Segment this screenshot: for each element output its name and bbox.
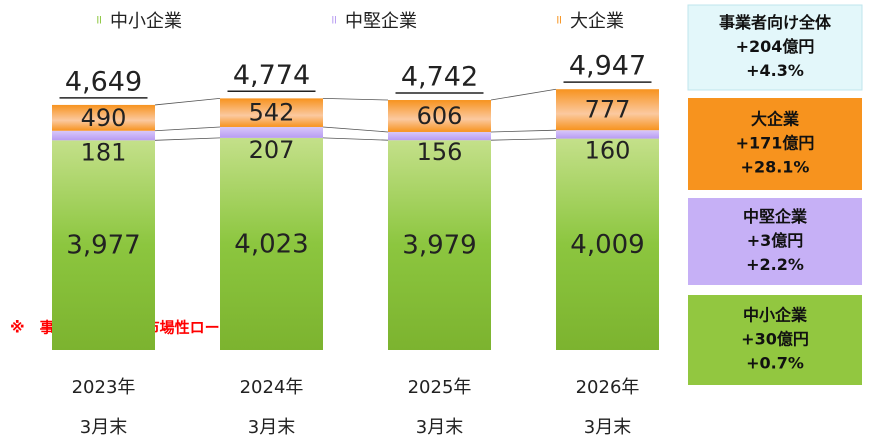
legend-marker: ॥ bbox=[95, 13, 102, 27]
bar-segment bbox=[52, 130, 155, 141]
value-label: 606 bbox=[417, 102, 463, 130]
summary-rate: +2.2% bbox=[746, 255, 804, 274]
summary-amount: +30億円 bbox=[741, 330, 809, 349]
bar-segment bbox=[388, 100, 491, 132]
value-label: 777 bbox=[585, 96, 631, 124]
connector bbox=[490, 88, 557, 101]
connector bbox=[322, 126, 389, 133]
bar-segment bbox=[220, 126, 323, 138]
value-label: 3,979 bbox=[402, 231, 476, 261]
summary-box bbox=[687, 4, 863, 91]
value-label: 160 bbox=[585, 137, 631, 165]
x-tick-label: 3月末 bbox=[248, 417, 295, 438]
connector bbox=[490, 129, 557, 133]
total-label: 4,742 bbox=[401, 61, 478, 92]
legend-marker: ॥ bbox=[330, 13, 337, 27]
summary-rate: +28.1% bbox=[741, 158, 810, 177]
x-tick-label: 3月末 bbox=[80, 417, 127, 438]
total-label: 4,774 bbox=[233, 60, 310, 91]
connector bbox=[154, 97, 221, 106]
summary-rate: +4.3% bbox=[746, 61, 804, 80]
summary-amount: +3億円 bbox=[747, 231, 804, 250]
legend-label: 中小企業 bbox=[110, 11, 182, 32]
x-tick-label: 2023年 bbox=[72, 377, 136, 398]
summary-box bbox=[688, 98, 862, 190]
summary-box bbox=[688, 295, 862, 385]
bar-segment bbox=[52, 104, 155, 131]
x-tick-label: 2026年 bbox=[576, 377, 640, 398]
connector bbox=[154, 137, 221, 141]
connector bbox=[154, 126, 221, 132]
value-label: 156 bbox=[417, 138, 463, 166]
summary-title: 大企業 bbox=[751, 110, 800, 129]
x-tick-label: 3月末 bbox=[416, 417, 463, 438]
bar-segment bbox=[388, 131, 491, 141]
summary-rate: +0.7% bbox=[746, 354, 804, 373]
legend-label: 中堅企業 bbox=[345, 11, 417, 32]
bar-segment bbox=[556, 138, 659, 350]
summary-amount: +204億円 bbox=[736, 37, 815, 56]
bar-segment bbox=[556, 89, 659, 131]
bar-segment bbox=[388, 140, 491, 350]
value-label: 4,023 bbox=[234, 229, 308, 259]
value-label: 490 bbox=[81, 104, 127, 132]
bar-segment bbox=[220, 98, 323, 127]
bar-segment bbox=[556, 130, 659, 139]
x-tick-label: 2025年 bbox=[408, 377, 472, 398]
total-label: 4,649 bbox=[65, 66, 142, 97]
summary-amount: +171億円 bbox=[736, 134, 815, 153]
connector bbox=[322, 137, 389, 141]
summary-box bbox=[688, 198, 862, 285]
summary-title: 中小企業 bbox=[743, 306, 808, 325]
total-label: 4,947 bbox=[569, 51, 646, 82]
value-label: 542 bbox=[249, 99, 295, 127]
x-tick-label: 2024年 bbox=[240, 377, 304, 398]
summary-title: 中堅企業 bbox=[743, 207, 808, 226]
legend-label: 大企業 bbox=[570, 11, 624, 32]
connector bbox=[490, 138, 557, 141]
bar-segment bbox=[52, 140, 155, 350]
value-label: 207 bbox=[249, 136, 295, 164]
summary-title: 事業者向け全体 bbox=[719, 13, 832, 32]
x-tick-label: 3月末 bbox=[584, 417, 631, 438]
connector bbox=[322, 97, 389, 101]
value-label: 181 bbox=[81, 138, 127, 166]
bar-segment bbox=[220, 137, 323, 350]
value-label: 4,009 bbox=[570, 230, 644, 260]
value-label: 3,977 bbox=[66, 231, 140, 261]
legend-marker: ॥ bbox=[555, 13, 562, 27]
